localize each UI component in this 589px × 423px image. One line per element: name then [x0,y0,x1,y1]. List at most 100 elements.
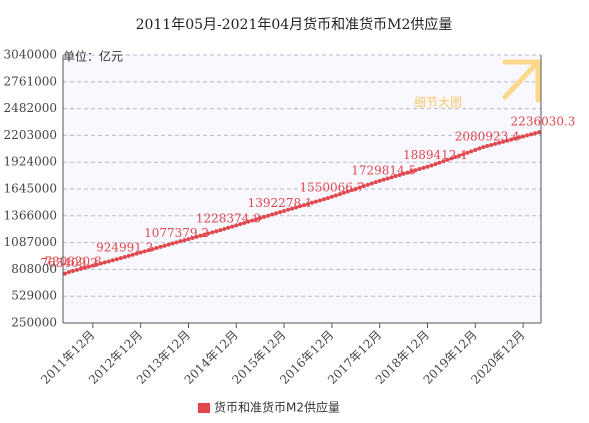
y-tick-label: 3040000 [4,48,57,62]
data-point [313,199,318,204]
data-point [493,141,498,146]
y-tick-label: 1087000 [4,235,57,249]
data-point [118,256,123,261]
data-point [230,224,235,229]
data-point [305,201,310,206]
chart-title: 2011年05月-2021年04月货币和准货币M2供应量 [136,16,453,33]
data-point [62,271,67,276]
data-point [250,218,255,223]
detail-link[interactable]: 细节大图 [414,59,541,110]
data-label: 780820.8 [44,255,101,269]
data-point [425,164,430,169]
data-point [98,261,103,266]
data-point [134,251,139,256]
y-tick-label: 250000 [11,316,57,330]
data-point [102,260,107,265]
data-point [341,190,346,195]
data-point [70,268,75,273]
data-point [202,232,207,237]
data-point [325,196,330,201]
data-label: 1889412.1 [403,148,468,162]
data-point [489,142,494,147]
data-point [397,172,402,177]
data-point [361,184,366,189]
data-point [521,134,526,139]
data-point [393,174,398,179]
data-point [317,198,322,203]
data-point [345,189,350,194]
data-point [337,192,342,197]
data-point [533,131,538,136]
data-point [166,242,171,247]
data-point [270,212,275,217]
data-label: 1392278.1 [248,196,313,210]
data-point [445,157,450,162]
y-tick-label: 2482000 [4,101,57,115]
data-point [262,214,267,219]
data-label: 924991.2 [96,241,153,255]
data-point [381,177,386,182]
zoom-icon[interactable] [502,59,541,103]
y-tick-label: 1366000 [4,208,57,222]
data-point [365,182,370,187]
data-point [218,228,223,233]
data-point [333,193,338,198]
data-point [246,219,251,224]
data-point [529,132,534,137]
data-point [74,267,79,272]
y-tick-label: 529000 [11,289,57,303]
data-point [517,135,522,140]
data-point [254,217,259,222]
data-point [417,167,422,172]
data-point [274,211,279,216]
data-label: 2080923.4 [455,130,520,144]
y-tick-label: 808000 [11,262,57,276]
data-point [110,258,115,263]
data-point [353,186,358,191]
data-point [301,203,306,208]
data-point [429,163,434,168]
data-point [309,200,314,205]
data-point [242,220,247,225]
data-point [258,216,263,221]
data-point [178,239,183,244]
data-point [457,153,462,158]
data-point [537,130,542,135]
data-point [373,180,378,185]
data-label: 1550066.7 [299,181,364,195]
data-point [298,204,303,209]
data-label: 1729814.5 [351,163,416,177]
y-tick-label: 1924000 [4,155,57,169]
data-point [485,144,490,149]
data-point [290,206,295,211]
data-point [194,234,199,239]
data-point [138,250,143,255]
data-point [146,248,151,253]
data-point [238,222,243,227]
annotation[interactable]: 细节大图 [414,96,462,110]
data-point [210,230,215,235]
data-point [437,160,442,165]
data-point [266,213,271,218]
data-point [286,207,291,212]
legend-swatch [198,403,210,413]
y-tick-label: 2203000 [4,128,57,142]
data-point [174,240,179,245]
data-point [226,225,231,230]
data-point [497,140,502,145]
data-point [405,170,410,175]
data-point [158,244,163,249]
data-point [433,162,438,167]
data-point [154,246,159,251]
data-point [186,237,191,242]
data-point [321,197,326,202]
legend-label: 货币和准货币M2供应量 [214,400,340,415]
data-point [182,238,187,243]
data-point [86,264,91,269]
data-point [525,133,530,138]
data-point [90,263,95,268]
data-label: 763409.2 [40,256,97,270]
data-point [501,139,506,144]
unit-label: 单位：亿元 [63,49,123,64]
